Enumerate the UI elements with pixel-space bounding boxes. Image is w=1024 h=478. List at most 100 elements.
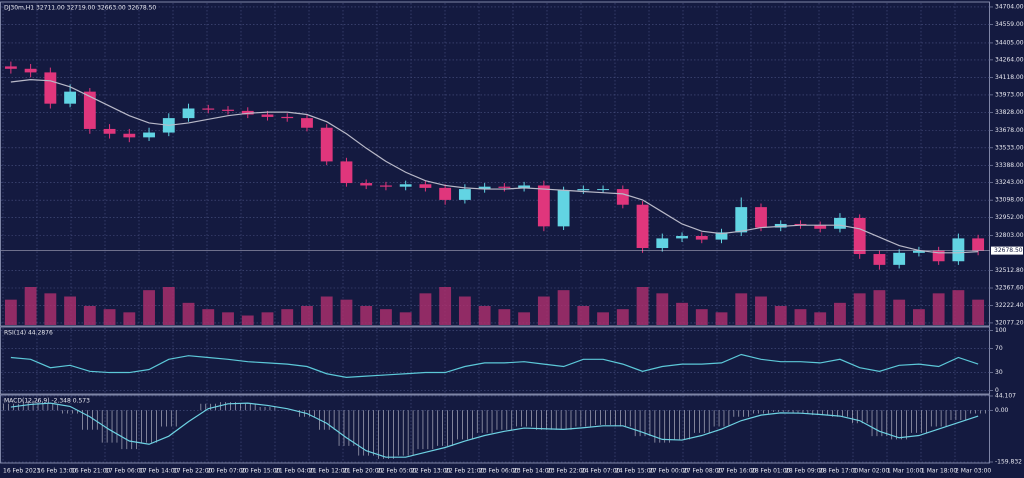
volume-bar <box>301 306 313 325</box>
candle-body <box>853 217 866 255</box>
candle-body <box>774 223 787 228</box>
volume-bar <box>24 287 37 325</box>
candle-body <box>458 189 471 200</box>
candle-body <box>755 207 767 228</box>
current-price-label: 32678.50 <box>994 247 1023 254</box>
candle-body <box>103 128 116 134</box>
volume-bar <box>44 293 57 325</box>
volume-bar <box>577 306 590 325</box>
y-tick-label: 0 <box>995 387 999 394</box>
x-tick-label: 1 Mar 02:00 <box>853 468 889 475</box>
volume-bar <box>458 296 471 325</box>
volume-bar <box>222 312 234 325</box>
volume-bar <box>518 312 531 325</box>
candle-body <box>301 118 313 128</box>
candle-body <box>64 91 77 104</box>
y-tick-label: 32952.00 <box>995 214 1024 221</box>
pane-frame <box>0 326 990 395</box>
candle-body <box>715 232 728 240</box>
candle-body <box>143 132 155 138</box>
candle-body <box>597 189 609 191</box>
volume-bar <box>912 309 925 325</box>
candle-body <box>893 252 906 265</box>
volume-bar <box>853 293 866 325</box>
candle-body <box>83 91 96 129</box>
volume-bar <box>162 287 175 325</box>
x-tick-label: 17 Feb 06:00 <box>105 468 145 475</box>
x-tick-label: 28 Feb 01:00 <box>751 468 791 475</box>
y-tick-label: 34405.00 <box>995 39 1024 46</box>
volume-bar <box>873 290 886 325</box>
volume-bar <box>143 290 155 325</box>
y-tick-label: -159.832 <box>995 459 1022 466</box>
candle-body <box>557 190 570 227</box>
y-tick-label: 34264.00 <box>995 56 1024 63</box>
candle-body <box>636 204 649 249</box>
x-tick-label: 17 Feb 14:00 <box>139 468 179 475</box>
x-tick-label: 22 Feb 13:00 <box>411 468 451 475</box>
volume-bar <box>656 293 669 325</box>
candle-body <box>182 108 195 119</box>
candle-body <box>241 110 254 115</box>
x-tick-label: 16 Feb 13:00 <box>37 468 77 475</box>
pane-title: DJ30m,H1 32711.00 32719.00 32663.00 3267… <box>4 5 156 12</box>
y-tick-label: 33388.00 <box>995 162 1024 169</box>
volume-bar <box>281 309 294 325</box>
volume-bar <box>320 296 333 325</box>
current-price-box <box>991 246 1023 255</box>
pane-title: MACD(12,26,9) -2.348 0.573 <box>4 398 90 405</box>
volume-bar <box>83 306 96 325</box>
volume-bar <box>676 302 688 325</box>
candle-body <box>537 185 550 227</box>
candle-body <box>873 254 886 265</box>
volume-bar <box>478 306 491 325</box>
x-tick-label: 16 Feb 21:00 <box>71 468 111 475</box>
candle-body <box>261 114 274 117</box>
volume-bar <box>340 299 353 325</box>
candle-body <box>814 225 827 229</box>
candle-body <box>360 183 373 186</box>
candle-body <box>478 186 491 190</box>
pane-frame <box>0 394 990 464</box>
candle-body <box>498 186 511 188</box>
line <box>10 402 979 458</box>
x-tick-label: 27 Feb 08:00 <box>683 468 723 475</box>
candle-body <box>380 185 392 187</box>
y-tick-label: 44.107 <box>995 393 1016 400</box>
y-tick-label: 33973.00 <box>995 91 1024 98</box>
volume-bar <box>123 312 136 325</box>
candle-body <box>952 238 965 262</box>
candle-body <box>123 133 136 138</box>
x-tick-label: 27 Feb 00:00 <box>649 468 689 475</box>
y-tick-label: 32077.20 <box>995 319 1024 326</box>
volume-bar <box>360 306 373 325</box>
candle-body <box>340 161 353 184</box>
candle-body <box>24 68 37 73</box>
candle-body <box>399 184 412 187</box>
candle-body <box>222 109 234 111</box>
y-tick-label: 32222.40 <box>995 302 1024 309</box>
candle-body <box>518 185 531 188</box>
pane-frame <box>0 1 990 327</box>
candle-body <box>439 187 452 200</box>
y-tick-label: 70 <box>995 345 1003 352</box>
x-tick-label: 22 Feb 05:00 <box>377 468 417 475</box>
volume-bar <box>241 315 254 325</box>
volume-bar <box>439 287 452 325</box>
y-tick-label: 34559.00 <box>995 21 1024 28</box>
volume-bar <box>498 309 511 325</box>
candle-body <box>794 223 807 226</box>
y-tick-label: 32803.00 <box>995 232 1024 239</box>
candle-body <box>834 217 846 229</box>
volume-bar <box>636 287 649 325</box>
x-tick-label: 16 Feb 2023 <box>3 468 41 475</box>
line <box>10 79 979 254</box>
x-tick-label: 21 Feb 04:00 <box>275 468 315 475</box>
volume-bar <box>794 309 807 325</box>
x-tick-label: 24 Feb 15:00 <box>615 468 655 475</box>
y-tick-label: 34704.00 <box>995 3 1024 10</box>
volume-bar <box>419 293 432 325</box>
candle-body <box>320 127 333 162</box>
volume-bar <box>557 290 570 325</box>
